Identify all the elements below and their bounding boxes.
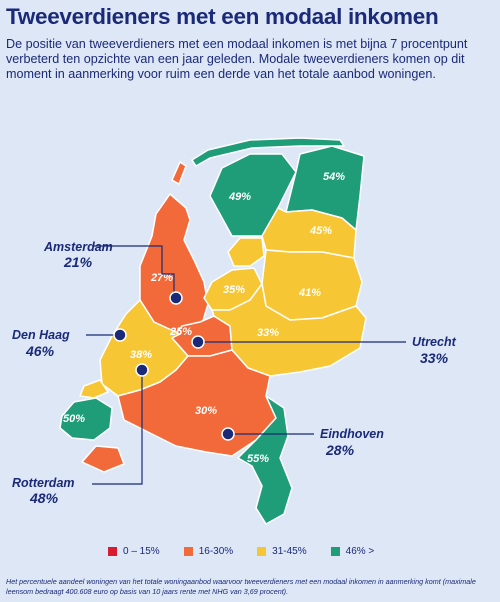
city-amsterdam-name: Amsterdam [43, 240, 113, 254]
region-label: 35% [223, 284, 245, 296]
footnote: Het percentuele aandeel woningen van het… [6, 577, 476, 596]
netherlands-map: 49% 54% 45% 41% 35% 33% 27% 25% 38% 30% … [12, 137, 457, 525]
rotterdam-leader [92, 370, 143, 485]
amsterdam-marker [169, 291, 183, 305]
city-rotterdam-name: Rotterdam [12, 476, 75, 490]
region-zeeuws-vlaanderen [81, 445, 125, 473]
legend-item: 46% > [330, 546, 375, 557]
region-label: 50% [63, 413, 85, 425]
region-label: 33% [257, 327, 279, 339]
region-label: 30% [195, 405, 217, 417]
denhaag-marker [113, 328, 127, 342]
region-gelderland [211, 283, 367, 377]
region-label: 25% [169, 326, 192, 338]
region-noord-brabant [117, 349, 277, 457]
region-label: 49% [228, 191, 251, 203]
region-noordoostpolder [227, 237, 265, 267]
amsterdam-leader [94, 245, 175, 298]
city-utrecht-name: Utrecht [412, 335, 457, 349]
region-label: 54% [323, 171, 345, 183]
legend-item: 31-45% [257, 546, 307, 557]
legend-item: 16-30% [183, 546, 234, 557]
city-utrecht-value: 33% [420, 350, 449, 366]
region-zeeland [59, 397, 113, 441]
eindhoven-marker [221, 427, 235, 441]
region-zeeland-north [79, 379, 109, 399]
legend-label: 0 – 15% [123, 546, 160, 557]
utrecht-marker [191, 335, 205, 349]
legend-swatch [257, 547, 267, 556]
legend-label: 31-45% [272, 546, 307, 557]
city-denhaag-name: Den Haag [12, 328, 70, 342]
legend-swatch [183, 547, 193, 556]
city-rotterdam-value: 48% [29, 490, 59, 506]
region-texel [171, 161, 187, 185]
legend-item: 0 – 15% [108, 546, 160, 557]
legend-swatch [330, 547, 340, 556]
region-label: 41% [298, 287, 321, 299]
intro-text: De positie van tweeverdieners met een mo… [6, 37, 468, 82]
region-limburg [237, 395, 293, 525]
legend-label: 16-30% [198, 546, 234, 557]
region-wadden [191, 137, 345, 167]
region-label: 55% [247, 453, 269, 465]
legend: 0 – 15% 16-30% 31-45% 46% > [108, 546, 374, 557]
legend-swatch [108, 547, 117, 556]
city-denhaag-value: 46% [25, 343, 55, 359]
city-eindhoven-value: 28% [325, 442, 355, 458]
region-label: 38% [130, 349, 152, 361]
page-title: Tweeverdieners met een modaal inkomen [6, 4, 439, 29]
region-noord-holland [139, 193, 209, 335]
legend-label: 46% > [345, 546, 375, 557]
region-label: 27% [150, 272, 173, 284]
region-label: 45% [309, 225, 332, 237]
city-eindhoven-name: Eindhoven [320, 427, 384, 441]
rotterdam-marker [135, 363, 149, 377]
city-amsterdam-value: 21% [63, 254, 93, 270]
